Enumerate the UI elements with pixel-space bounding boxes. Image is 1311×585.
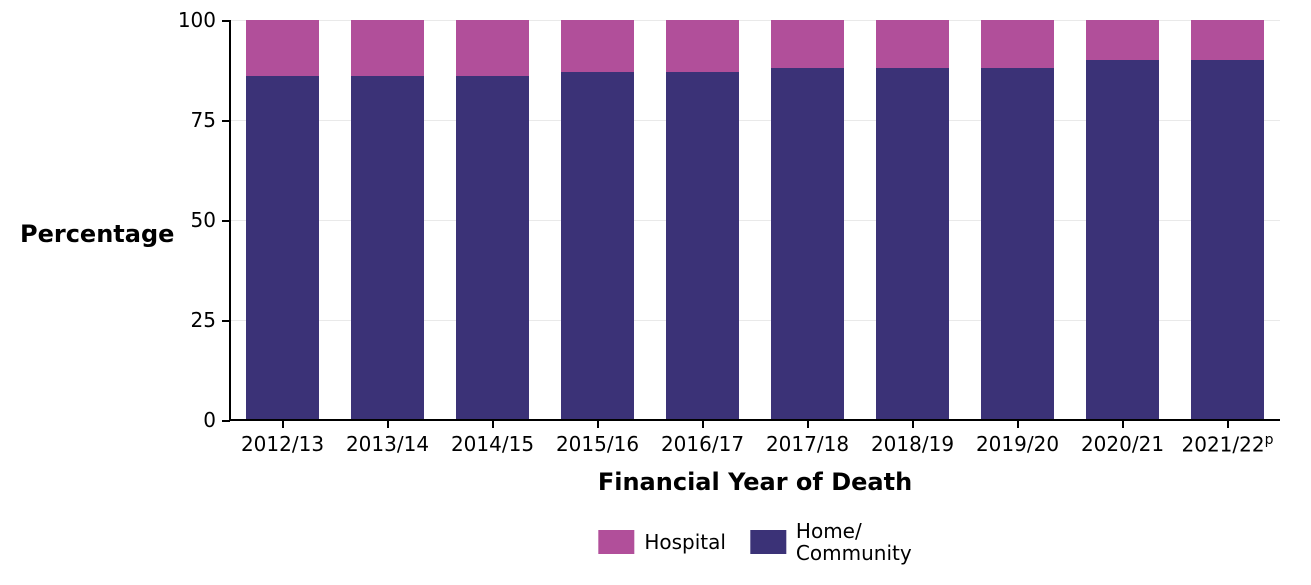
bar-segment-hospital [981,20,1055,68]
legend-item: Hospital [598,530,726,554]
bar-segment-home-community [1191,60,1265,420]
x-tick-label: 2012/13 [241,432,324,456]
bar-segment-home-community [981,68,1055,420]
bar-segment-hospital [876,20,950,68]
bar-segment-hospital [456,20,530,76]
bar-segment-home-community [456,76,530,420]
bar [561,20,635,420]
x-tick-label: 2016/17 [661,432,744,456]
bar-slot [230,20,335,420]
y-tick-label: 75 [0,108,216,132]
bar-segment-home-community [561,72,635,420]
x-tick-mark [702,420,704,428]
x-tick-mark [807,420,809,428]
bar-segment-home-community [246,76,320,420]
y-tick: 25 [0,320,230,321]
bar-slot [860,20,965,420]
x-tick-mark [1122,420,1124,428]
x-tick-label: 2014/15 [451,432,534,456]
bar-segment-home-community [876,68,950,420]
x-tick-label: 2013/14 [346,432,429,456]
bar-segment-home-community [351,76,425,420]
bar-slot [1175,20,1280,420]
bar-segment-hospital [246,20,320,76]
x-tick-label: 2020/21 [1081,432,1164,456]
x-tick-label: 2019/20 [976,432,1059,456]
x-tick-mark [912,420,914,428]
bar-slot [1070,20,1175,420]
x-tick-label: 2015/16 [556,432,639,456]
bar [456,20,530,420]
legend-swatch [750,530,786,554]
chart-container: 0255075100 2012/132013/142014/152015/162… [0,0,1311,585]
y-tick-label: 25 [0,308,216,332]
bar-slot [755,20,860,420]
plot-area [230,20,1280,420]
bar [771,20,845,420]
bar-slot [440,20,545,420]
legend-swatch [598,530,634,554]
x-axis-label: Financial Year of Death [598,468,912,496]
bar-segment-home-community [771,68,845,420]
legend-item: Home/ Community [750,520,912,564]
y-tick: 0 [0,420,230,421]
y-tick-mark [222,420,230,422]
bar-segment-home-community [1086,60,1160,420]
y-tick: 75 [0,120,230,121]
y-tick-label: 100 [0,8,216,32]
legend: Hospital Home/ Community [598,520,911,564]
x-tick-mark [387,420,389,428]
legend-label: Home/ Community [796,520,912,564]
bar-segment-hospital [1191,20,1265,60]
bars-group [230,20,1280,420]
bar [1191,20,1265,420]
bar-slot [965,20,1070,420]
bar-slot [335,20,440,420]
x-axis-line [230,419,1280,421]
y-tick: 100 [0,20,230,21]
x-tick-label: 2017/18 [766,432,849,456]
bar-slot [650,20,755,420]
x-tick-mark [492,420,494,428]
x-tick-mark [597,420,599,428]
bar-slot [545,20,650,420]
x-tick-label: 2018/19 [871,432,954,456]
bar-segment-hospital [666,20,740,72]
bar [876,20,950,420]
legend-label: Hospital [644,531,726,553]
x-tick-label: 2021/22p [1182,432,1274,457]
bar [1086,20,1160,420]
bar [351,20,425,420]
bar [981,20,1055,420]
bar [246,20,320,420]
bar-segment-hospital [561,20,635,72]
bar-segment-hospital [351,20,425,76]
bar [666,20,740,420]
y-axis-line [229,20,231,420]
bar-segment-hospital [1086,20,1160,60]
y-axis-label: Percentage [20,220,174,248]
bar-segment-home-community [666,72,740,420]
x-tick-mark [1017,420,1019,428]
x-tick-mark [282,420,284,428]
bar-segment-hospital [771,20,845,68]
y-tick-label: 0 [0,408,216,432]
x-tick-mark [1227,420,1229,428]
